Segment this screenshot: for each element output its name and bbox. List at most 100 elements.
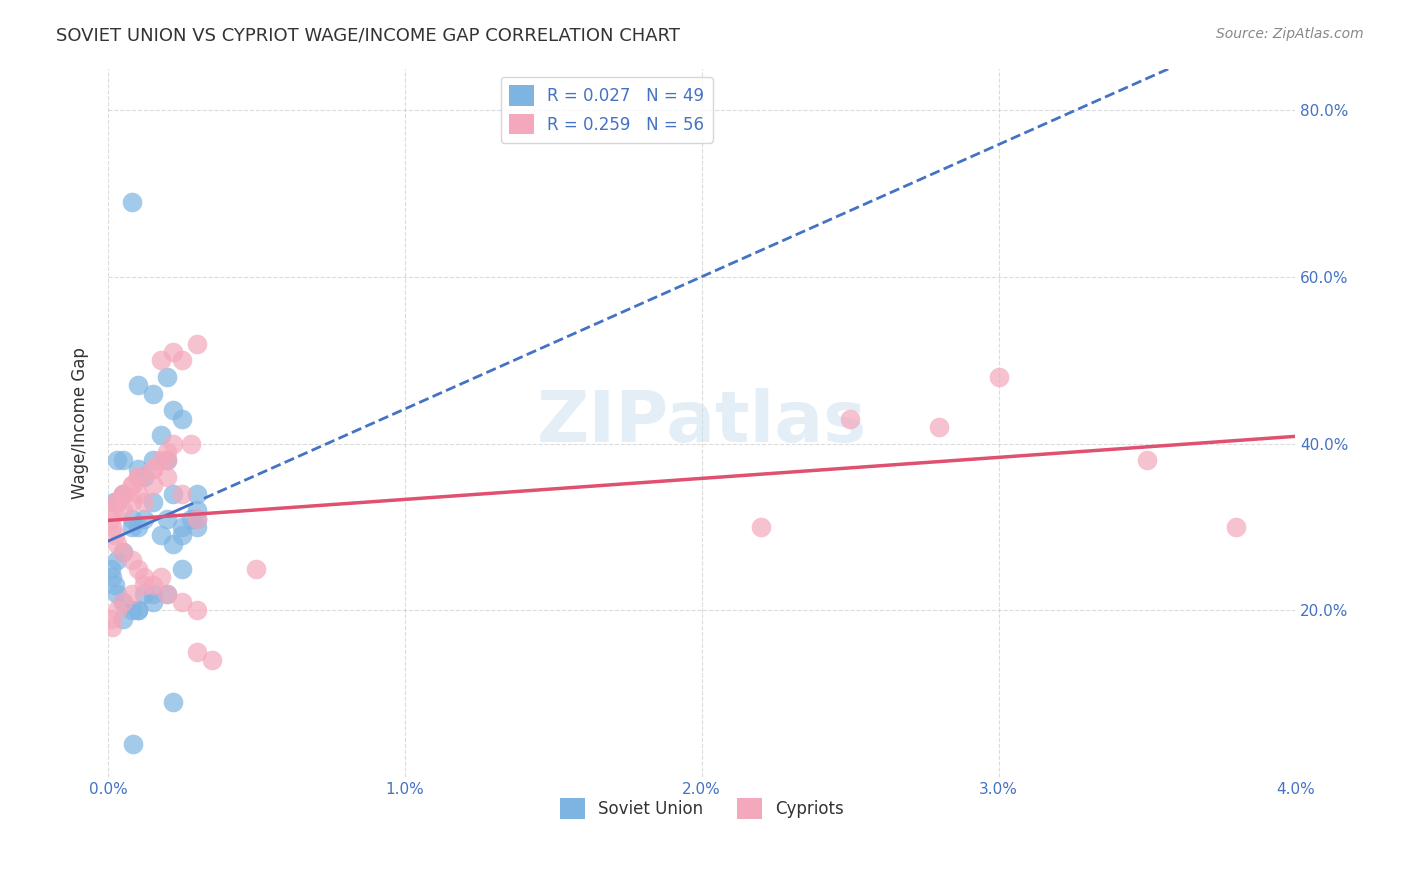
Point xyxy=(127,470,149,484)
Point xyxy=(162,403,184,417)
Point xyxy=(245,561,267,575)
Point xyxy=(150,353,173,368)
Point xyxy=(172,528,194,542)
Point xyxy=(111,545,134,559)
Point xyxy=(105,495,128,509)
Point xyxy=(749,520,772,534)
Point xyxy=(162,695,184,709)
Point xyxy=(127,561,149,575)
Point xyxy=(127,378,149,392)
Point xyxy=(180,436,202,450)
Point xyxy=(132,495,155,509)
Point xyxy=(156,445,179,459)
Point xyxy=(186,511,208,525)
Point xyxy=(141,578,163,592)
Point xyxy=(1136,453,1159,467)
Point xyxy=(156,470,179,484)
Point xyxy=(156,586,179,600)
Point xyxy=(111,503,134,517)
Point xyxy=(172,561,194,575)
Point xyxy=(987,369,1010,384)
Point xyxy=(132,470,155,484)
Point xyxy=(162,486,184,500)
Point xyxy=(111,453,134,467)
Point xyxy=(186,486,208,500)
Point xyxy=(127,603,149,617)
Point xyxy=(103,503,125,517)
Point xyxy=(156,369,179,384)
Point xyxy=(162,344,184,359)
Point xyxy=(105,453,128,467)
Point xyxy=(150,570,173,584)
Point xyxy=(111,611,134,625)
Point xyxy=(101,520,124,534)
Point xyxy=(150,453,173,467)
Point xyxy=(100,561,122,575)
Point xyxy=(186,645,208,659)
Point xyxy=(132,578,155,592)
Point xyxy=(156,453,179,467)
Point xyxy=(141,586,163,600)
Point xyxy=(141,478,163,492)
Point xyxy=(162,536,184,550)
Point xyxy=(201,653,224,667)
Point xyxy=(156,586,179,600)
Point xyxy=(105,495,128,509)
Point xyxy=(141,495,163,509)
Point xyxy=(122,737,145,751)
Point xyxy=(1225,520,1247,534)
Point xyxy=(928,420,950,434)
Point xyxy=(111,595,134,609)
Point xyxy=(132,586,155,600)
Point xyxy=(172,595,194,609)
Point xyxy=(104,578,127,592)
Point xyxy=(127,603,149,617)
Point xyxy=(111,595,134,609)
Point xyxy=(121,603,143,617)
Point xyxy=(105,586,128,600)
Point xyxy=(105,536,128,550)
Point xyxy=(172,520,194,534)
Y-axis label: Wage/Income Gap: Wage/Income Gap xyxy=(72,347,89,499)
Point xyxy=(100,611,122,625)
Point xyxy=(172,486,194,500)
Point xyxy=(105,603,128,617)
Point xyxy=(111,486,134,500)
Point xyxy=(141,461,163,475)
Point xyxy=(121,478,143,492)
Point xyxy=(150,528,173,542)
Point xyxy=(156,511,179,525)
Point xyxy=(111,545,134,559)
Point xyxy=(127,461,149,475)
Point xyxy=(101,620,124,634)
Point xyxy=(141,386,163,401)
Point xyxy=(162,436,184,450)
Point xyxy=(180,511,202,525)
Point xyxy=(121,553,143,567)
Point xyxy=(121,478,143,492)
Point xyxy=(105,553,128,567)
Point xyxy=(186,511,208,525)
Point xyxy=(141,595,163,609)
Point xyxy=(186,520,208,534)
Point xyxy=(111,486,134,500)
Point xyxy=(172,353,194,368)
Point xyxy=(121,586,143,600)
Point xyxy=(121,194,143,209)
Point xyxy=(839,411,862,425)
Point xyxy=(127,486,149,500)
Point xyxy=(103,495,125,509)
Text: SOVIET UNION VS CYPRIOT WAGE/INCOME GAP CORRELATION CHART: SOVIET UNION VS CYPRIOT WAGE/INCOME GAP … xyxy=(56,27,681,45)
Point xyxy=(156,453,179,467)
Point xyxy=(141,453,163,467)
Point xyxy=(150,428,173,442)
Point xyxy=(132,511,155,525)
Point xyxy=(141,461,163,475)
Text: Source: ZipAtlas.com: Source: ZipAtlas.com xyxy=(1216,27,1364,41)
Point xyxy=(127,470,149,484)
Legend: Soviet Union, Cypriots: Soviet Union, Cypriots xyxy=(553,791,851,825)
Point xyxy=(132,570,155,584)
Point xyxy=(121,520,143,534)
Point xyxy=(104,528,127,542)
Point xyxy=(121,511,143,525)
